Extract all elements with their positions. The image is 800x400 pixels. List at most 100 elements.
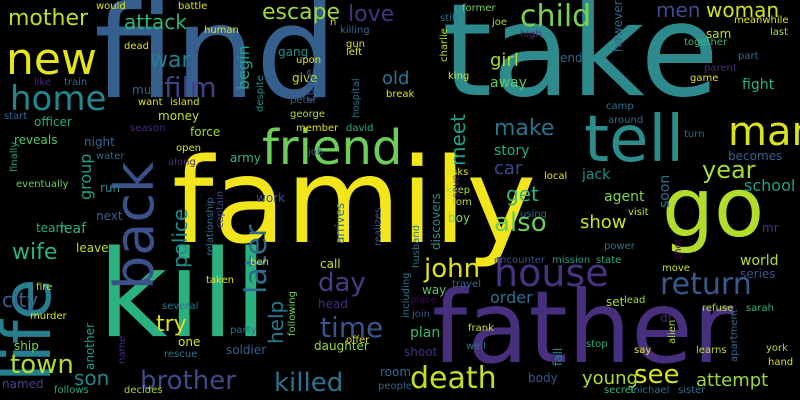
word: year <box>702 156 756 184</box>
word: attack <box>124 10 187 34</box>
word: hospital <box>351 78 362 118</box>
word: family <box>172 132 537 270</box>
word: home <box>10 79 107 119</box>
word: fight <box>742 77 775 93</box>
word: encounter <box>494 255 545 266</box>
word: peter <box>290 95 317 106</box>
word: day <box>318 268 366 298</box>
word: captain <box>215 190 226 228</box>
word: dead <box>124 41 149 52</box>
word: body <box>528 371 558 385</box>
word: using <box>520 209 548 220</box>
word: name <box>117 335 128 364</box>
word: daughter <box>314 339 369 353</box>
word: men <box>656 0 701 22</box>
word: ben <box>250 257 269 268</box>
word: high <box>520 29 542 40</box>
word: job <box>308 147 324 158</box>
word: murder <box>30 311 67 322</box>
word: death <box>410 361 497 396</box>
word: mother <box>8 6 89 31</box>
word: well <box>466 341 486 352</box>
word: asks <box>446 167 469 178</box>
word: officer <box>34 115 72 129</box>
word: travel <box>452 279 482 290</box>
word: stop <box>586 339 608 350</box>
word: state <box>596 255 622 266</box>
word: killing <box>340 25 370 36</box>
word: old <box>382 68 410 89</box>
word: story <box>494 143 530 159</box>
word: taken <box>206 275 234 286</box>
word: still <box>440 13 458 24</box>
word: city <box>2 288 39 312</box>
word: away <box>490 75 527 91</box>
word: fall <box>551 347 565 366</box>
word: team <box>36 221 68 235</box>
word: young <box>582 368 638 389</box>
word: new <box>6 34 97 85</box>
word: end <box>560 51 583 65</box>
word: member <box>296 123 339 134</box>
word: part <box>738 51 759 62</box>
word: force <box>190 125 221 139</box>
word: ship <box>14 339 39 353</box>
word: david <box>346 123 374 134</box>
word: son <box>74 366 110 390</box>
word: however <box>611 0 625 52</box>
word: last <box>770 27 789 38</box>
word: place <box>410 295 437 306</box>
word: named <box>2 377 44 391</box>
word: rescue <box>164 349 198 360</box>
word: love <box>348 2 395 27</box>
word: man <box>728 109 800 155</box>
word: visit <box>628 207 649 218</box>
word: also <box>494 208 547 238</box>
word: car <box>494 158 523 179</box>
word: despite <box>255 75 266 112</box>
word: lead <box>624 295 646 306</box>
word: killed <box>274 368 344 398</box>
word: decides <box>124 385 163 396</box>
word: arrives <box>333 202 347 244</box>
word: york <box>766 343 788 354</box>
word: human <box>204 25 239 36</box>
word: frank <box>468 323 494 334</box>
word: way <box>422 283 447 297</box>
word: next <box>96 209 123 223</box>
word: police <box>168 208 192 268</box>
word: house <box>494 251 609 295</box>
word: child <box>520 0 592 34</box>
word: john <box>424 254 481 284</box>
word: husband <box>411 224 422 268</box>
word: head <box>318 297 348 311</box>
word: start <box>4 111 28 122</box>
word: jack <box>582 167 611 183</box>
word: wife <box>12 240 58 265</box>
word: soldier <box>226 343 267 357</box>
word: dr <box>660 311 673 325</box>
word: tell <box>584 103 685 177</box>
word: attempt <box>696 370 769 391</box>
word: including <box>401 272 412 318</box>
word: around <box>608 115 644 126</box>
word: train <box>64 77 88 88</box>
word: hand <box>768 357 794 368</box>
word: mission <box>552 255 591 266</box>
word: find <box>94 0 337 128</box>
word: run <box>100 181 121 195</box>
word: time <box>320 311 384 344</box>
word: left <box>346 47 363 58</box>
word: save <box>451 174 462 198</box>
word: give <box>292 71 318 85</box>
word: learns <box>696 345 727 356</box>
word: camp <box>606 101 634 112</box>
word: girl <box>490 50 519 71</box>
word: battle <box>178 1 208 12</box>
word: leaf <box>60 221 87 237</box>
word: take <box>442 0 719 126</box>
word: tom <box>452 197 472 208</box>
word: begin <box>234 45 253 90</box>
word: follows <box>54 385 89 396</box>
word: former <box>462 3 496 14</box>
